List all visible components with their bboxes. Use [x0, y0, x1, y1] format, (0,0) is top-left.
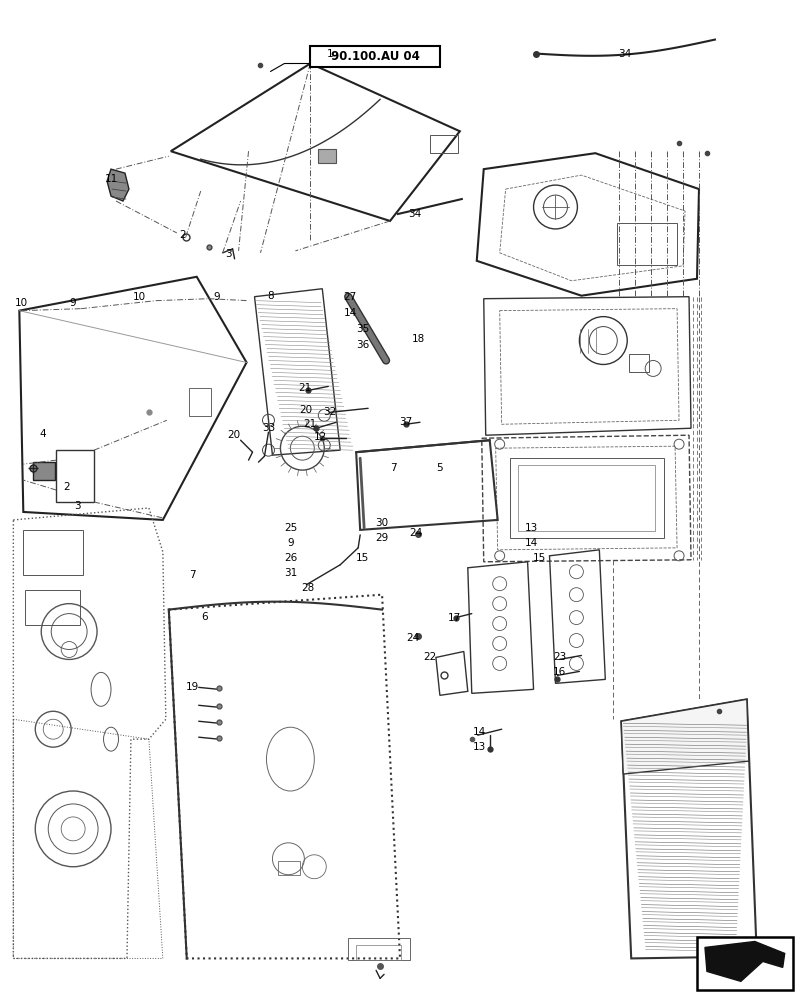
Text: 37: 37 — [399, 417, 412, 427]
Text: 24: 24 — [406, 633, 419, 643]
Bar — [33, 462, 55, 480]
Text: 12: 12 — [313, 432, 327, 442]
Text: 2: 2 — [179, 230, 186, 240]
Text: 5: 5 — [436, 463, 443, 473]
Text: 9: 9 — [213, 292, 220, 302]
Text: 90.100.AU 04: 90.100.AU 04 — [330, 50, 419, 63]
Text: 19: 19 — [186, 682, 200, 692]
Text: 29: 29 — [375, 533, 388, 543]
Bar — [616, 223, 676, 265]
Text: 15: 15 — [355, 553, 368, 563]
Text: 17: 17 — [448, 613, 461, 623]
Text: 24: 24 — [409, 528, 422, 538]
Text: 10: 10 — [132, 292, 145, 302]
Text: 1: 1 — [327, 49, 333, 59]
Text: 15: 15 — [532, 553, 546, 563]
Text: 8: 8 — [267, 291, 273, 301]
Text: 3: 3 — [74, 501, 80, 511]
Bar — [188, 388, 210, 416]
Text: 23: 23 — [552, 652, 565, 662]
Text: 36: 36 — [356, 340, 369, 350]
Text: 2: 2 — [62, 482, 70, 492]
Text: 27: 27 — [343, 292, 356, 302]
Text: 25: 25 — [283, 523, 297, 533]
Text: 22: 22 — [423, 652, 436, 662]
Text: 35: 35 — [356, 324, 369, 334]
Bar — [310, 46, 440, 67]
Text: 14: 14 — [343, 308, 356, 318]
Polygon shape — [107, 169, 129, 201]
Text: 3: 3 — [225, 249, 232, 259]
Text: 7: 7 — [389, 463, 396, 473]
Text: 14: 14 — [524, 538, 538, 548]
Text: 21: 21 — [298, 383, 311, 393]
Text: 10: 10 — [15, 298, 28, 308]
Bar — [24, 530, 83, 575]
Text: 6: 6 — [201, 612, 208, 622]
Bar — [429, 135, 457, 153]
Text: 14: 14 — [473, 727, 486, 737]
Text: 33: 33 — [261, 423, 275, 433]
Text: 30: 30 — [375, 518, 388, 528]
Bar — [696, 937, 792, 990]
Text: 16: 16 — [552, 667, 565, 677]
Bar — [318, 149, 336, 163]
Text: 28: 28 — [302, 583, 315, 593]
Bar — [629, 354, 648, 372]
Text: 7: 7 — [189, 570, 195, 580]
Text: 9: 9 — [70, 298, 76, 308]
Bar — [356, 945, 401, 960]
Bar — [517, 465, 654, 531]
Polygon shape — [704, 941, 783, 981]
Text: 11: 11 — [105, 174, 118, 184]
Bar — [56, 450, 94, 502]
Text: 20: 20 — [298, 405, 311, 415]
Text: 31: 31 — [283, 568, 297, 578]
Bar — [509, 458, 663, 538]
Text: 20: 20 — [227, 430, 240, 440]
Text: 32: 32 — [324, 407, 337, 417]
Bar — [348, 938, 410, 960]
Text: 13: 13 — [524, 523, 538, 533]
Text: 34: 34 — [618, 49, 631, 59]
Text: 13: 13 — [473, 742, 486, 752]
Polygon shape — [620, 699, 748, 774]
Text: 4: 4 — [40, 429, 46, 439]
Bar — [25, 590, 80, 625]
Text: 18: 18 — [411, 334, 424, 344]
Text: 21: 21 — [303, 419, 316, 429]
Bar — [278, 861, 300, 875]
Text: 34: 34 — [408, 209, 421, 219]
Text: 9: 9 — [287, 538, 294, 548]
Text: 26: 26 — [283, 553, 297, 563]
